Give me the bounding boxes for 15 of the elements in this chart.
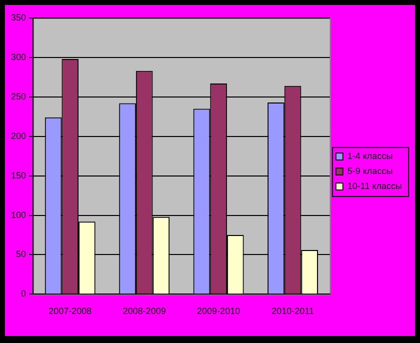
y-tick-label: 350 (10, 12, 26, 22)
y-tick-label: 50 (16, 249, 26, 260)
x-tick-label: 2008-2009 (122, 306, 166, 316)
y-tick-label: 100 (10, 210, 26, 220)
legend-label: 1-4 классы (347, 150, 393, 161)
y-tick-label: 300 (10, 52, 26, 62)
y-tick-label: 200 (10, 130, 26, 141)
x-tick-label: 2007-2008 (48, 306, 92, 316)
legend-label: 10-11 классы (347, 180, 402, 191)
legend-label: 5-9 классы (347, 166, 393, 176)
y-tick-label: 250 (10, 91, 26, 102)
x-tick-label: 2009-2010 (197, 306, 240, 316)
x-tick-label: 2010-2011 (272, 306, 314, 316)
y-tick-label: 150 (10, 170, 26, 180)
y-tick-label: 0 (21, 288, 26, 299)
